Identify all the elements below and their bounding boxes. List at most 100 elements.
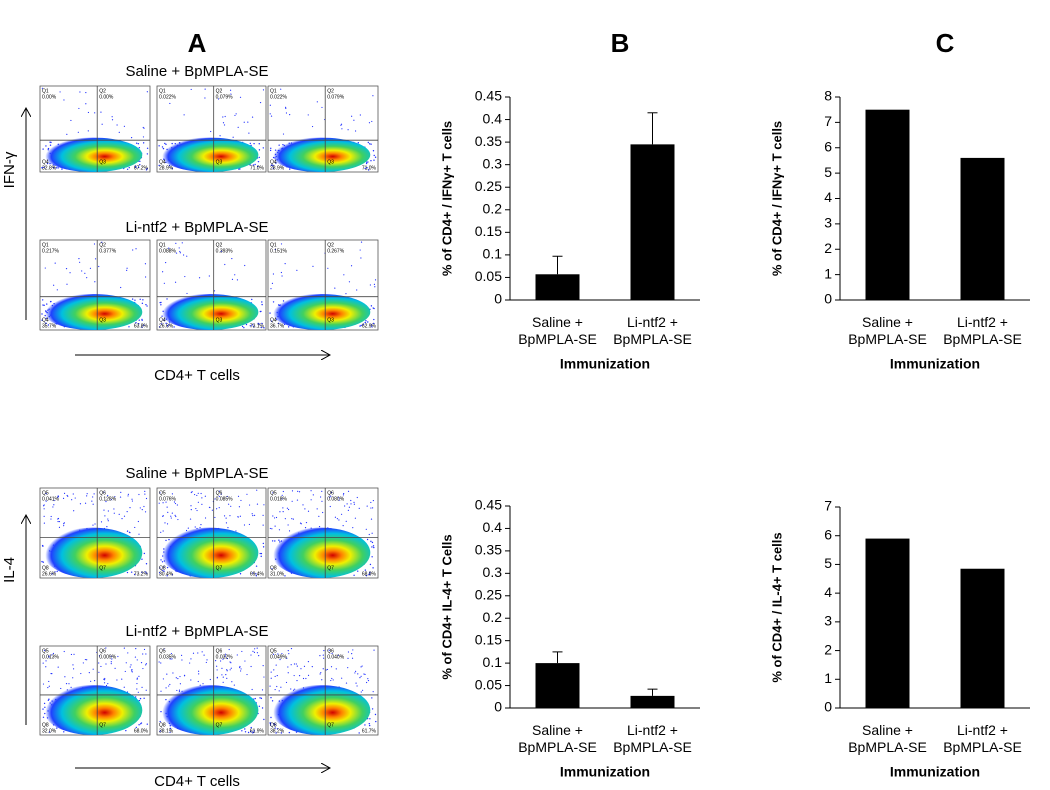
event-dot	[258, 705, 261, 707]
event-dot	[374, 286, 376, 288]
event-dot	[171, 493, 174, 495]
event-dot	[231, 681, 233, 683]
event-dot	[307, 114, 309, 116]
density	[271, 294, 371, 330]
event-dot	[105, 684, 108, 687]
event-dot	[92, 503, 94, 505]
event-dot	[209, 506, 211, 509]
quadrant-name: Q1	[42, 242, 49, 248]
quadrant-name: Q4	[159, 317, 166, 323]
event-dot	[125, 729, 127, 732]
event-dot	[127, 495, 129, 497]
event-dot	[259, 310, 262, 313]
event-dot	[104, 677, 106, 680]
quadrant-percent: 0.00%	[99, 94, 114, 100]
event-dot	[372, 322, 375, 325]
event-dot	[110, 655, 112, 657]
event-dot	[353, 503, 355, 505]
event-dot	[220, 493, 222, 495]
event-dot	[53, 284, 55, 286]
event-dot	[270, 696, 272, 699]
event-dot	[302, 504, 304, 506]
y-tick-label: 1	[824, 265, 832, 281]
event-dot	[43, 508, 45, 510]
event-dot	[370, 507, 372, 509]
event-dot	[175, 515, 177, 518]
quadrant-name: Q5	[270, 648, 277, 654]
event-dot	[348, 281, 351, 283]
event-dot	[139, 160, 141, 163]
event-dot	[166, 523, 169, 525]
quadrant-percent: 0.085%	[216, 496, 234, 502]
y-tick-label: 0.4	[483, 110, 503, 126]
event-dot	[63, 522, 65, 524]
event-dot	[286, 657, 288, 659]
event-dot	[169, 731, 171, 733]
event-dot	[370, 501, 372, 504]
event-dot	[220, 250, 222, 252]
event-dot	[158, 164, 160, 167]
event-dot	[158, 326, 161, 328]
event-dot	[246, 493, 248, 495]
event-dot	[170, 515, 172, 517]
quadrant-name: Q6	[327, 490, 334, 496]
event-dot	[134, 526, 136, 529]
event-dot	[367, 679, 370, 682]
quadrant-name: Q1	[42, 88, 49, 94]
bar	[630, 695, 675, 708]
event-dot	[100, 521, 103, 523]
event-dot	[129, 666, 131, 668]
event-dot	[145, 563, 148, 565]
event-dot	[215, 660, 217, 662]
event-dot	[139, 697, 142, 700]
quadrant-name: Q2	[99, 242, 106, 248]
event-dot	[368, 143, 371, 145]
event-dot	[130, 664, 132, 666]
event-dot	[296, 679, 298, 682]
y-tick-label: 2	[824, 641, 832, 657]
y-tick-label: 0.25	[475, 586, 502, 602]
event-dot	[66, 133, 68, 135]
event-dot	[284, 518, 286, 520]
event-dot	[372, 567, 374, 569]
quadrant-name: Q5	[159, 648, 166, 654]
event-dot	[227, 503, 230, 505]
event-dot	[201, 651, 203, 653]
event-dot	[367, 169, 370, 171]
event-dot	[111, 116, 113, 118]
event-dot	[169, 683, 171, 686]
event-dot	[160, 531, 162, 533]
event-dot	[223, 124, 226, 126]
event-dot	[100, 665, 102, 668]
event-dot	[371, 532, 373, 534]
event-dot	[128, 166, 130, 169]
event-dot	[225, 517, 227, 519]
event-dot	[304, 508, 306, 510]
event-dot	[275, 732, 277, 734]
flow-x-label: CD4+ T cells	[154, 773, 240, 790]
event-dot	[253, 651, 256, 653]
event-dot	[372, 150, 375, 152]
event-dot	[165, 687, 167, 689]
event-dot	[131, 298, 134, 300]
quadrant-percent: 61.9%	[250, 728, 265, 734]
quadrant-name: Q3	[216, 317, 223, 323]
event-dot	[50, 300, 52, 303]
y-tick-label: 0	[494, 699, 502, 715]
event-dot	[132, 249, 134, 251]
quadrant-name: Q7	[327, 722, 334, 728]
event-dot	[143, 324, 145, 326]
event-dot	[239, 666, 241, 669]
quadrant-name: Q8	[159, 565, 166, 571]
error-bar	[647, 112, 658, 145]
event-dot	[80, 672, 82, 675]
event-dot	[189, 518, 192, 520]
quadrant-percent: 38.1%	[159, 728, 174, 734]
event-dot	[179, 252, 181, 254]
event-dot	[84, 658, 86, 661]
quadrant-name: Q4	[270, 159, 277, 165]
event-dot	[258, 156, 260, 159]
event-dot	[128, 531, 130, 533]
event-dot	[179, 250, 181, 253]
event-dot	[42, 304, 44, 306]
